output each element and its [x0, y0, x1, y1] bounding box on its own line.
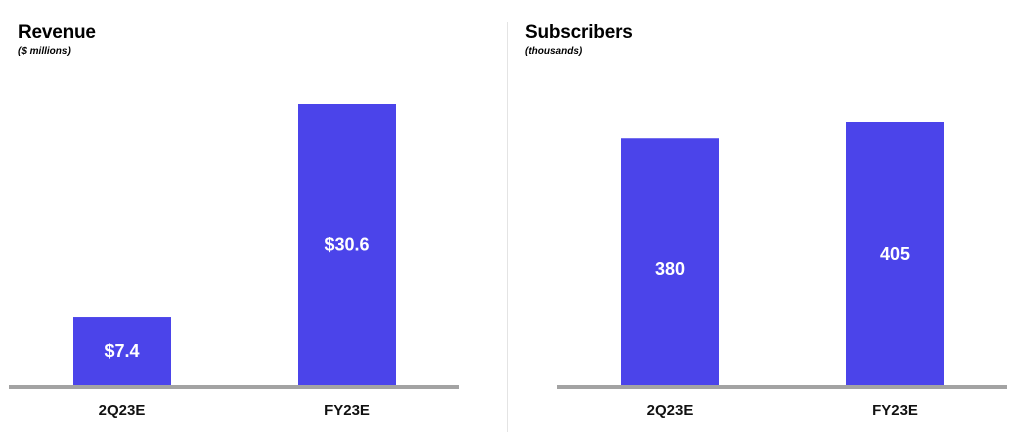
x-tick-label: FY23E: [872, 402, 918, 419]
x-tick-label: 2Q23E: [99, 402, 146, 419]
revenue-chart: $7.4 2Q23E $30.6 FY23E: [9, 104, 459, 419]
bar-2q23e: [73, 317, 171, 385]
subscribers-chart: 380 2Q23E 405 FY23E: [557, 122, 1007, 419]
data-label: 405: [880, 244, 910, 264]
x-axis-baseline: [9, 385, 459, 389]
panel-divider: [507, 22, 508, 432]
data-label: 380: [655, 259, 685, 279]
data-label: $7.4: [104, 341, 139, 361]
chart-subtitle: ($ millions): [18, 46, 71, 57]
data-label: $30.6: [324, 235, 369, 255]
chart-subtitle: (thousands): [525, 46, 583, 57]
x-tick-label: FY23E: [324, 402, 370, 419]
bar-2q23e: [621, 138, 719, 385]
subscribers-chart-panel: Subscribers (thousands) 380 2Q23E 405 FY23E: [507, 0, 1014, 432]
revenue-chart-panel: Revenue ($ millions) $7.4 2Q23E $30.6 FY23E: [9, 22, 459, 419]
x-tick-label: 2Q23E: [647, 402, 694, 419]
bar-fy23e: [846, 122, 944, 385]
bar-fy23e: [298, 104, 396, 385]
chart-title: Subscribers: [525, 22, 633, 43]
chart-title: Revenue: [18, 22, 96, 43]
x-axis-baseline: [557, 385, 1007, 389]
